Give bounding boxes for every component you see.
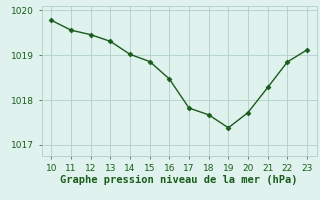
X-axis label: Graphe pression niveau de la mer (hPa): Graphe pression niveau de la mer (hPa): [60, 175, 298, 185]
